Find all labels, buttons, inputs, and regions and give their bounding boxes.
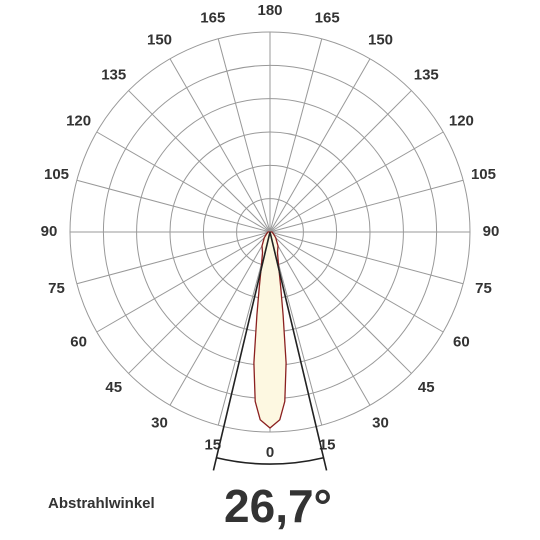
angle-tick-label: 0 xyxy=(266,444,274,461)
beam-angle-arc xyxy=(216,456,324,465)
angle-tick-label: 60 xyxy=(453,333,470,350)
grid-spoke xyxy=(96,231,271,333)
angle-tick-label: 105 xyxy=(44,166,69,183)
grid-spoke xyxy=(217,38,271,233)
grid-spoke xyxy=(128,231,271,374)
angle-tick-label: 45 xyxy=(105,379,122,396)
angle-tick-label: 165 xyxy=(200,9,225,26)
angle-tick-label: 105 xyxy=(471,166,496,183)
beam-angle-value: 26,7° xyxy=(224,480,332,532)
grid-spoke xyxy=(76,231,271,285)
angle-tick-label: 180 xyxy=(257,2,282,19)
angle-tick-label: 30 xyxy=(151,414,168,431)
angle-tick-label: 90 xyxy=(41,223,58,240)
grid-spoke xyxy=(269,231,371,406)
grid-spoke xyxy=(269,231,464,285)
angle-tick-label: 60 xyxy=(70,333,87,350)
angle-tick-label: 165 xyxy=(315,9,340,26)
beam-angle-title: Abstrahlwinkel xyxy=(48,495,155,512)
angle-tick-label: 75 xyxy=(475,280,492,297)
grid-spoke xyxy=(128,90,271,233)
grid-spoke xyxy=(169,231,271,406)
grid-spoke xyxy=(96,131,271,233)
beam-angle-line xyxy=(212,231,271,471)
angle-tick-label: 120 xyxy=(66,112,91,129)
angle-tick-label: 15 xyxy=(319,436,336,453)
grid-spoke xyxy=(269,131,444,233)
grid-spoke xyxy=(269,90,412,233)
angle-tick-label: 150 xyxy=(368,32,393,49)
angle-tick-label: 75 xyxy=(48,280,65,297)
grid-spoke xyxy=(269,231,444,333)
angle-tick-label: 120 xyxy=(449,112,474,129)
grid-spoke xyxy=(269,231,412,374)
angle-tick-label: 90 xyxy=(483,223,500,240)
beam-angle-line xyxy=(269,231,328,471)
angle-tick-label: 135 xyxy=(101,67,126,84)
grid-spoke xyxy=(169,58,271,233)
grid-spoke xyxy=(76,179,271,233)
angle-tick-label: 45 xyxy=(418,379,435,396)
grid-spoke xyxy=(269,38,323,233)
angle-tick-label: 30 xyxy=(372,414,389,431)
angle-tick-label: 15 xyxy=(204,436,221,453)
grid-spoke xyxy=(269,179,464,233)
light-distribution xyxy=(253,231,287,429)
grid-spoke xyxy=(269,58,371,233)
angle-tick-label: 135 xyxy=(414,67,439,84)
angle-tick-label: 150 xyxy=(147,32,172,49)
